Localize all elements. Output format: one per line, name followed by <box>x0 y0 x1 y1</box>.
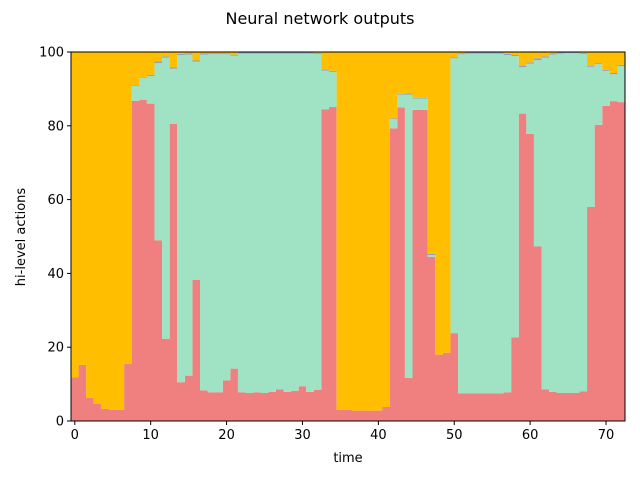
y-axis-label: hi-level actions <box>14 188 29 287</box>
x-axis-label: time <box>333 451 362 466</box>
y-tick-label: 60 <box>47 193 64 208</box>
x-tick-label: 60 <box>522 428 539 443</box>
area-series-1 <box>71 99 625 421</box>
area-series-4 <box>71 52 625 411</box>
x-tick-label: 10 <box>142 428 159 443</box>
y-axis-ticks: 0 20 40 60 80 100 <box>39 46 71 430</box>
y-tick-label: 40 <box>47 267 64 282</box>
y-tick-label: 20 <box>47 341 64 356</box>
chart-title: Neural network outputs <box>225 9 414 28</box>
x-tick-label: 50 <box>446 428 463 443</box>
area-series-2 <box>71 53 625 411</box>
plot-frame <box>70 51 626 422</box>
x-tick-label: 20 <box>218 428 235 443</box>
stacked-areas <box>71 52 625 421</box>
y-tick-label: 80 <box>47 119 64 134</box>
x-axis-ticks: 0 10 20 30 40 50 60 70 <box>71 421 615 443</box>
y-tick-label: 100 <box>39 46 64 61</box>
x-tick-label: 30 <box>294 428 311 443</box>
x-tick-label: 40 <box>370 428 387 443</box>
x-tick-label: 70 <box>598 428 615 443</box>
x-tick-label: 0 <box>71 428 79 443</box>
y-tick-label: 0 <box>56 415 64 430</box>
